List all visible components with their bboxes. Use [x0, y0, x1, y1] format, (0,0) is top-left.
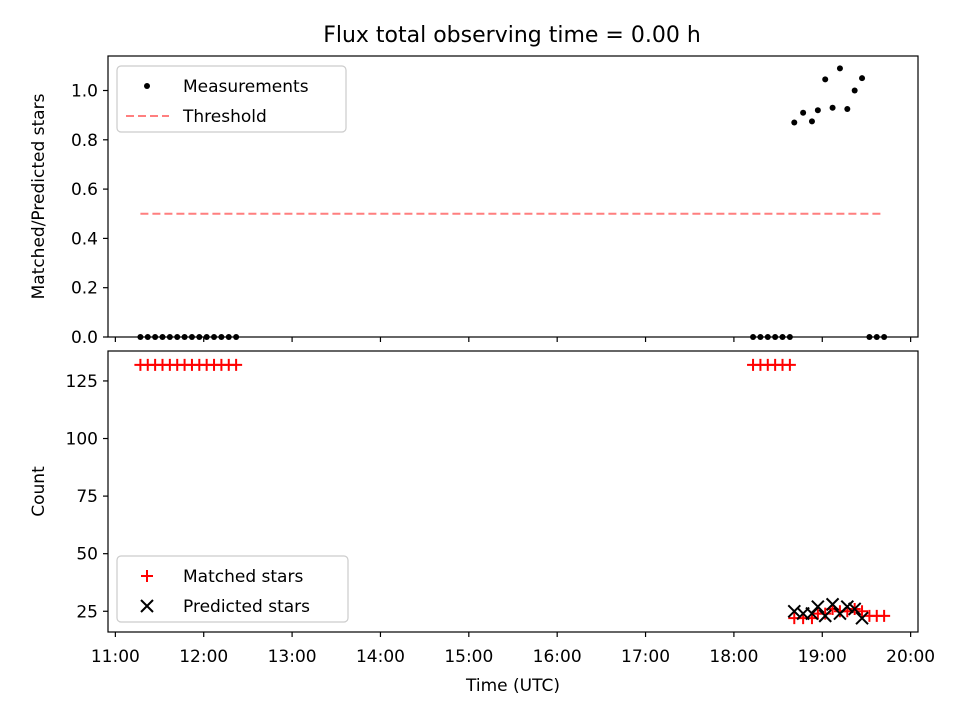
measurement-point — [881, 334, 888, 340]
legend-label: Measurements — [183, 77, 309, 97]
legend-box — [116, 65, 347, 133]
measurement-point — [808, 118, 815, 125]
legend-label: Matched stars — [183, 567, 303, 587]
y-axis-label: Matched/Predicted stars — [29, 93, 49, 299]
series-predicted-stars — [787, 597, 869, 625]
measurement-point — [851, 87, 858, 94]
measurement-point — [786, 334, 793, 340]
chart-title: Flux total observing time = 0.00 h — [323, 23, 701, 48]
x-tick-label: 17:00 — [621, 647, 670, 667]
measurement-point — [144, 334, 151, 340]
measurement-point — [873, 334, 880, 340]
predicted-star-marker — [818, 609, 832, 623]
measurement-point — [859, 75, 866, 82]
measurement-point — [137, 334, 144, 340]
x-tick-label: 19:00 — [798, 647, 847, 667]
x-tick-label: 20:00 — [886, 647, 935, 667]
legend-x-icon — [140, 599, 154, 613]
measurement-point — [791, 119, 798, 126]
measurement-point — [836, 65, 843, 72]
measurement-point — [181, 334, 188, 340]
matched-star-marker — [230, 358, 243, 371]
y-tick-label: 0.4 — [71, 229, 98, 249]
predicted-star-marker — [847, 602, 862, 616]
measurement-point — [159, 334, 166, 340]
legend: Matched stars Predicted stars — [116, 555, 349, 623]
series-measurements — [137, 65, 888, 340]
x-tick-label: 11:00 — [91, 647, 140, 667]
axes-frame — [107, 350, 919, 633]
legend-label: Threshold — [182, 107, 267, 127]
measurement-point — [800, 109, 807, 116]
measurement-point — [225, 334, 232, 340]
legend-box — [116, 555, 349, 623]
bottom-panel-star-counts: 11:00 12:00 13:00 14:00 15:00 16:00 17:00 18:00… — [29, 350, 935, 696]
predicted-star-marker — [855, 611, 869, 625]
measurement-point — [750, 334, 757, 340]
y-tick-label: 0.6 — [71, 180, 98, 200]
y-axis-label: Count — [29, 466, 49, 517]
legend-plus-icon — [141, 570, 153, 582]
measurement-point — [188, 334, 195, 340]
x-tick-label: 16:00 — [533, 647, 582, 667]
predicted-star-marker — [825, 597, 840, 612]
y-tick-label: 0.8 — [71, 131, 98, 151]
y-tick-label: 25 — [76, 602, 98, 622]
y-tick-label: 100 — [66, 430, 98, 450]
measurement-point — [764, 334, 771, 340]
legend-dot-icon — [144, 83, 150, 89]
measurement-point — [203, 334, 210, 340]
predicted-star-marker — [811, 599, 825, 614]
predicted-star-marker — [840, 599, 855, 614]
measurement-point — [211, 334, 218, 340]
y-tick-label: 125 — [66, 372, 98, 392]
x-tick-label: 14:00 — [356, 647, 405, 667]
y-tick-label: 1.0 — [71, 82, 98, 102]
y-tick-label: 0.0 — [71, 328, 98, 348]
matched-star-marker — [819, 607, 832, 620]
y-tick-label: 75 — [76, 487, 98, 507]
measurement-point — [822, 76, 829, 83]
x-axis-label: Time (UTC) — [465, 676, 560, 696]
measurement-point — [166, 334, 173, 340]
measurement-point — [829, 104, 836, 111]
axes-frame — [107, 55, 919, 338]
measurement-point — [844, 105, 851, 112]
y-tick-label: 50 — [76, 545, 98, 565]
legend-label: Predicted stars — [183, 597, 310, 617]
y-tick-label: 0.2 — [71, 279, 98, 299]
top-panel-flux-ratio: 0.0 0.2 0.4 0.6 0.8 1.0 Matched/Predicted star… — [29, 55, 919, 348]
legend: Measurements Threshold — [116, 65, 347, 133]
predicted-star-marker — [787, 604, 801, 618]
measurement-point — [174, 334, 181, 340]
measurement-point — [779, 334, 786, 340]
measurement-point — [152, 334, 159, 340]
measurement-point — [814, 107, 821, 114]
measurement-point — [196, 334, 203, 340]
matched-star-marker — [783, 358, 796, 371]
x-tick-label: 12:00 — [179, 647, 228, 667]
x-tick-label: 18:00 — [709, 647, 758, 667]
measurement-point — [233, 334, 240, 340]
x-tick-label: 13:00 — [268, 647, 317, 667]
measurement-point — [757, 334, 764, 340]
measurement-point — [218, 334, 225, 340]
matched-star-marker — [878, 609, 891, 622]
x-tick-label: 15:00 — [444, 647, 493, 667]
measurement-point — [772, 334, 779, 340]
measurement-point — [866, 334, 873, 340]
